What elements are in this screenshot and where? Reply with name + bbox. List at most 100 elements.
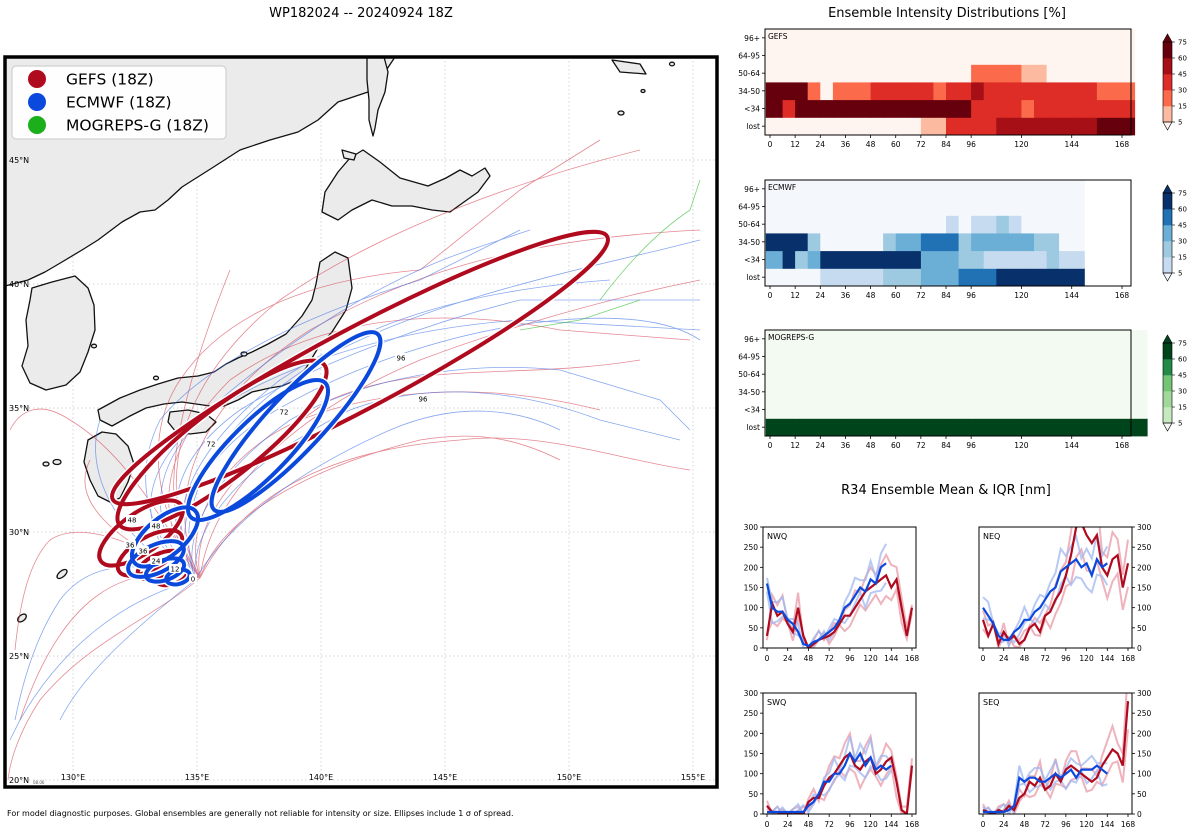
- colorbar-max-extend: [1162, 334, 1173, 344]
- heatmap-mogreps: MOGREPS-G 96+ 64-95 50-64 34-50 <34 lost 0 12 24 3…: [738, 329, 1187, 450]
- heatmap-cell: [933, 64, 947, 83]
- colorbar-tick-label: 60: [1178, 206, 1187, 214]
- x-tick-label: 168: [1121, 820, 1136, 829]
- heatmap-cell: [807, 215, 821, 234]
- heatmap-cell: [895, 29, 909, 48]
- heatmap-cell: [1109, 46, 1123, 65]
- heatmap-cell: [895, 418, 922, 437]
- heatmap-cell: [832, 29, 846, 48]
- y-tick-label: 50: [748, 624, 758, 633]
- heatmap-cell: [983, 46, 997, 65]
- heatmap-cell: [1021, 400, 1047, 419]
- heatmap-cell: [795, 197, 809, 216]
- ecmwf-mean-line: [982, 556, 1108, 642]
- gefs-iqr-line: [982, 729, 1129, 814]
- heatmap-cell: [845, 250, 859, 269]
- heatmap-cell: [1059, 215, 1073, 234]
- heatmap-cell: [1008, 117, 1022, 136]
- heatmap-cell: [996, 180, 1010, 199]
- heatmap-cell: [782, 46, 796, 65]
- lon-label-140: 140°E: [309, 773, 333, 782]
- legend-label-mogreps: MOGREPS-G (18Z): [66, 117, 209, 135]
- mogreps-member-tracks: [519, 179, 701, 331]
- legend-marker-gefs: [28, 70, 46, 88]
- heatmap-cell: [996, 365, 1022, 384]
- colorbar-tick-label: 45: [1178, 222, 1187, 230]
- heatmap-cell: [1096, 418, 1123, 437]
- heatmap-cell: [807, 46, 821, 65]
- heatmap-cell: [1122, 383, 1148, 402]
- heatmap-cell: [920, 197, 934, 216]
- heatmap-cell: [1071, 347, 1098, 366]
- heatmap-cell: [996, 400, 1022, 419]
- heatmap-cell: [1122, 365, 1148, 384]
- colorbar-tick-label: 60: [1178, 55, 1187, 63]
- heatmap-cell: [870, 46, 884, 65]
- heatmap-cell: [845, 64, 859, 83]
- heatmap-cell: [765, 268, 784, 287]
- heatmap-cell: [858, 268, 872, 287]
- heatmap-cell: [971, 347, 997, 366]
- heatmap-cell: [1084, 29, 1098, 48]
- heatmap-cell: [765, 400, 796, 419]
- y-tick-label: 300: [1137, 523, 1152, 532]
- y-tick-label: <34: [744, 256, 760, 265]
- heatmap-cell: [845, 400, 871, 419]
- r34-plot-area: [981, 527, 1130, 648]
- x-tick-label: 84: [941, 441, 951, 450]
- heatmap-cell: [883, 82, 897, 101]
- label-72-a: 72: [280, 409, 289, 417]
- heatmap-cell: [971, 117, 985, 136]
- y-tick-label: 50: [1137, 624, 1147, 633]
- heatmap-cell: [1021, 365, 1047, 384]
- x-tick-label: 12: [790, 291, 800, 300]
- heatmap-cell: [920, 117, 934, 136]
- heatmap-cell: [996, 330, 1022, 349]
- heatmap-cell: [1046, 330, 1073, 349]
- heatmap-cell: [1008, 46, 1022, 65]
- heatmap-cell: [782, 82, 796, 101]
- y-tick-label: 100: [1137, 770, 1152, 779]
- heatmap-cell: [933, 99, 947, 118]
- heatmap-cell: [1122, 46, 1136, 65]
- heatmap-cell: [1046, 418, 1073, 437]
- y-tick-label: <34: [744, 105, 760, 114]
- heatmap-cell: [820, 180, 834, 199]
- y-tick-label: 50-64: [738, 370, 760, 379]
- heatmap-cell: [870, 268, 884, 287]
- heatmap-cell: [996, 418, 1022, 437]
- colorbar-tick-label: 45: [1178, 372, 1187, 380]
- heatmap-cell: [920, 365, 947, 384]
- heatmap-cell: [983, 197, 997, 216]
- heatmap-cell: [946, 250, 960, 269]
- x-tick-label: 0: [981, 820, 986, 829]
- heatmap-cell: [908, 46, 922, 65]
- heatmap-cell: [946, 29, 960, 48]
- heatmap-cell: [832, 82, 846, 101]
- heatmap-cell: [870, 99, 884, 118]
- heatmap-cell: [946, 418, 972, 437]
- heatmap-cell: [908, 215, 922, 234]
- heatmap-cell: [895, 400, 922, 419]
- heatmap-cell: [883, 117, 897, 136]
- lat-labels: 20°N 25°N 30°N 35°N 40°N 45°N: [9, 156, 29, 785]
- heatmap-cell: [958, 46, 972, 65]
- heatmap-cell: [946, 365, 972, 384]
- lon-label-150: 150°E: [557, 773, 581, 782]
- heatmap-cell: [920, 400, 947, 419]
- heatmap-cell: [795, 29, 809, 48]
- heatmap-cell: [1109, 99, 1123, 118]
- heatmap-cell: [983, 82, 997, 101]
- heatmap-cell: [908, 64, 922, 83]
- heatmap-cell: [832, 268, 846, 287]
- y-tick-label: 250: [744, 543, 759, 552]
- heatmap-cell: [971, 99, 985, 118]
- heatmap-cell: [946, 347, 972, 366]
- colorbar-tick-label: 15: [1178, 404, 1187, 412]
- heatmap-cell: [971, 250, 985, 269]
- heatmap-cell: [820, 46, 834, 65]
- heatmap-cell: [1021, 250, 1035, 269]
- heatmap-cell: [971, 365, 997, 384]
- y-tick-label: 50-64: [738, 69, 760, 78]
- heatmap-panel-name: ECMWF: [768, 183, 796, 192]
